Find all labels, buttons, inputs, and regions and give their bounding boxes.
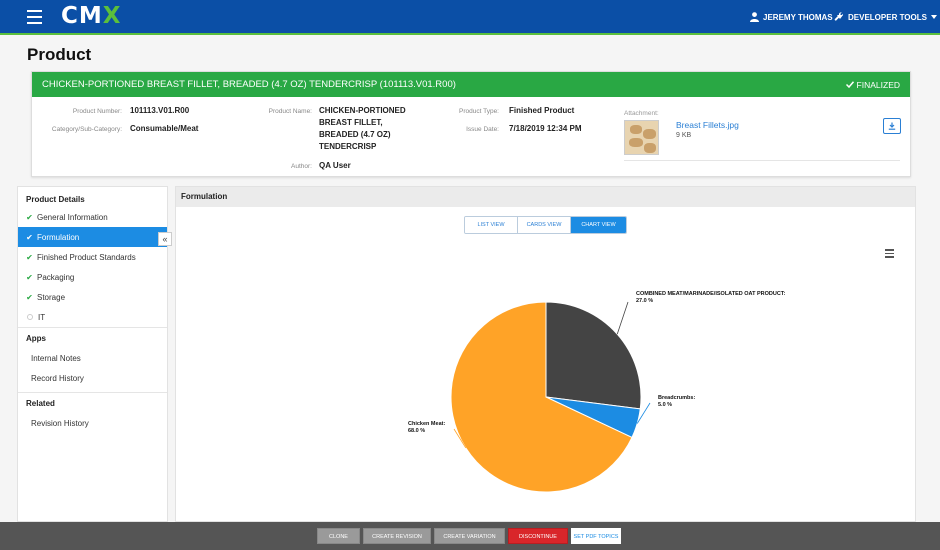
attachment-size: 9 KB [676, 132, 692, 139]
pie-slice-label: COMBINED MEAT/MARINADE/ISOLATED OAT PROD… [636, 291, 786, 297]
attachment-divider [624, 160, 900, 161]
cards-view-button[interactable]: CARDS VIEW [518, 217, 571, 233]
product-name-line: BREADED (4.7 OZ) [319, 130, 391, 139]
set-pdf-topics-button[interactable]: SET PDF TOPICS [571, 528, 621, 544]
view-toggle: LIST VIEW CARDS VIEW CHART VIEW [464, 216, 627, 234]
sidebar-item-label: Formulation [37, 232, 80, 242]
chart-view-button[interactable]: CHART VIEW [571, 217, 626, 233]
check-icon: ✔ [26, 272, 33, 282]
hamburger-menu-icon[interactable] [27, 10, 42, 24]
pie-connector-line [453, 428, 467, 449]
apps-heading: Apps [26, 334, 46, 343]
attachment-label: Attachment: [624, 110, 659, 117]
issue-date-value: 7/18/2019 12:34 PM [509, 124, 582, 133]
sidebar-item-label: Internal Notes [31, 353, 81, 363]
top-navbar: CMX JEREMY THOMAS DEVELOPER TOOLS [0, 0, 940, 35]
product-type-label: Product Type: [459, 108, 499, 115]
product-header-bar: CHICKEN-PORTIONED BREAST FILLET, BREADED… [32, 72, 910, 97]
category-label: Category/Sub-Category: [51, 126, 122, 133]
issue-date-label: Issue Date: [466, 126, 499, 133]
product-header-title: CHICKEN-PORTIONED BREAST FILLET, BREADED… [42, 79, 456, 90]
sidebar-item-label: IT [38, 312, 46, 322]
clone-button[interactable]: CLONE [317, 528, 360, 544]
product-number-label: Product Number: [72, 108, 122, 115]
product-details-heading: Product Details [26, 195, 85, 204]
list-view-button[interactable]: LIST VIEW [465, 217, 518, 233]
sidebar-item-internal-notes[interactable]: Internal Notes [18, 348, 167, 368]
user-menu[interactable]: JEREMY THOMAS [750, 12, 843, 22]
product-name-value: CHICKEN-PORTIONED BREAST FILLET, BREADED… [319, 105, 406, 153]
sidebar-item-revision-history[interactable]: Revision History [18, 413, 167, 433]
check-icon [845, 81, 854, 88]
sidebar-item-finished-product-standards[interactable]: ✔ Finished Product Standards [18, 247, 167, 267]
attachment-link[interactable]: Breast Fillets.jpg [676, 120, 739, 130]
wrench-icon [834, 12, 844, 21]
product-name-line: BREAST FILLET, [319, 118, 383, 127]
product-summary-card: CHICKEN-PORTIONED BREAST FILLET, BREADED… [31, 71, 911, 177]
cmx-logo[interactable]: CMX [61, 3, 122, 29]
check-icon: ✔ [26, 252, 33, 262]
chevron-down-icon [930, 15, 937, 19]
product-sidebar: Product Details ✔ General Information ✔ … [17, 186, 168, 522]
sidebar-item-record-history[interactable]: Record History [18, 368, 167, 388]
author-label: Author: [291, 163, 312, 170]
pie-slice-label: Breadcrumbs: [658, 395, 695, 401]
author-value: QA User [319, 161, 351, 170]
collapse-sidebar-button[interactable]: « [158, 232, 172, 246]
user-icon [750, 12, 759, 22]
empty-circle-icon [27, 314, 33, 320]
sidebar-item-general-information[interactable]: ✔ General Information [18, 207, 167, 227]
logo-x: X [102, 3, 122, 29]
sidebar-item-it[interactable]: IT [18, 307, 167, 327]
attachment-thumbnail[interactable] [624, 120, 659, 155]
pie-connector-line [636, 402, 651, 424]
related-heading: Related [26, 399, 55, 408]
user-name: JEREMY THOMAS [763, 12, 833, 22]
check-icon: ✔ [26, 212, 33, 222]
product-name-line: CHICKEN-PORTIONED [319, 106, 406, 115]
product-name-line: TENDERCRISP [319, 142, 377, 151]
pie-slice-label: Chicken Meat: [408, 421, 445, 427]
check-icon: ✔ [26, 292, 33, 302]
pie-slice[interactable] [450, 301, 633, 493]
sidebar-item-label: General Information [37, 212, 108, 222]
download-button[interactable] [883, 118, 901, 134]
pie-slice[interactable] [545, 301, 642, 410]
chart-menu-icon[interactable] [885, 249, 894, 260]
panel-title: Formulation [176, 187, 915, 207]
formulation-pie-chart: COMBINED MEAT/MARINADE/ISOLATED OAT PROD… [408, 291, 786, 493]
sidebar-item-formulation[interactable]: ✔ Formulation [18, 227, 167, 247]
sidebar-item-packaging[interactable]: ✔ Packaging [18, 267, 167, 287]
create-variation-button[interactable]: CREATE VARIATION [434, 528, 505, 544]
sidebar-item-storage[interactable]: ✔ Storage [18, 287, 167, 307]
formulation-panel: Formulation LIST VIEW CARDS VIEW CHART V… [175, 186, 916, 522]
divider [18, 392, 167, 393]
action-bar: CLONE CREATE REVISION CREATE VARIATION D… [0, 522, 940, 550]
create-revision-button[interactable]: CREATE REVISION [363, 528, 431, 544]
check-icon: ✔ [26, 232, 33, 242]
sidebar-item-label: Revision History [31, 418, 89, 428]
download-icon [888, 122, 896, 130]
sidebar-item-label: Storage [37, 292, 66, 302]
status-text: FINALIZED [856, 79, 900, 90]
sidebar-item-label: Packaging [37, 272, 75, 282]
product-type-value: Finished Product [509, 106, 575, 115]
divider [18, 327, 167, 328]
category-value: Consumable/Meat [130, 124, 199, 133]
pie-connector-line [616, 301, 629, 335]
developer-tools-menu[interactable]: DEVELOPER TOOLS [834, 12, 937, 22]
pie-slice-value-label: 68.0 % [408, 428, 425, 434]
sidebar-item-label: Finished Product Standards [37, 252, 136, 262]
discontinue-button[interactable]: DISCONTINUE [508, 528, 568, 544]
developer-tools-label: DEVELOPER TOOLS [848, 12, 927, 22]
product-number-value: 101113.V01.R00 [130, 106, 190, 115]
status-badge: FINALIZED [845, 79, 900, 90]
pie-slice-value-label: 5.0 % [658, 402, 672, 408]
pie-slice-value-label: 27.0 % [636, 298, 653, 304]
sidebar-item-label: Record History [31, 373, 84, 383]
page-title: Product [27, 45, 92, 64]
product-name-label: Product Name: [268, 108, 312, 115]
logo-text: CM [61, 3, 103, 29]
